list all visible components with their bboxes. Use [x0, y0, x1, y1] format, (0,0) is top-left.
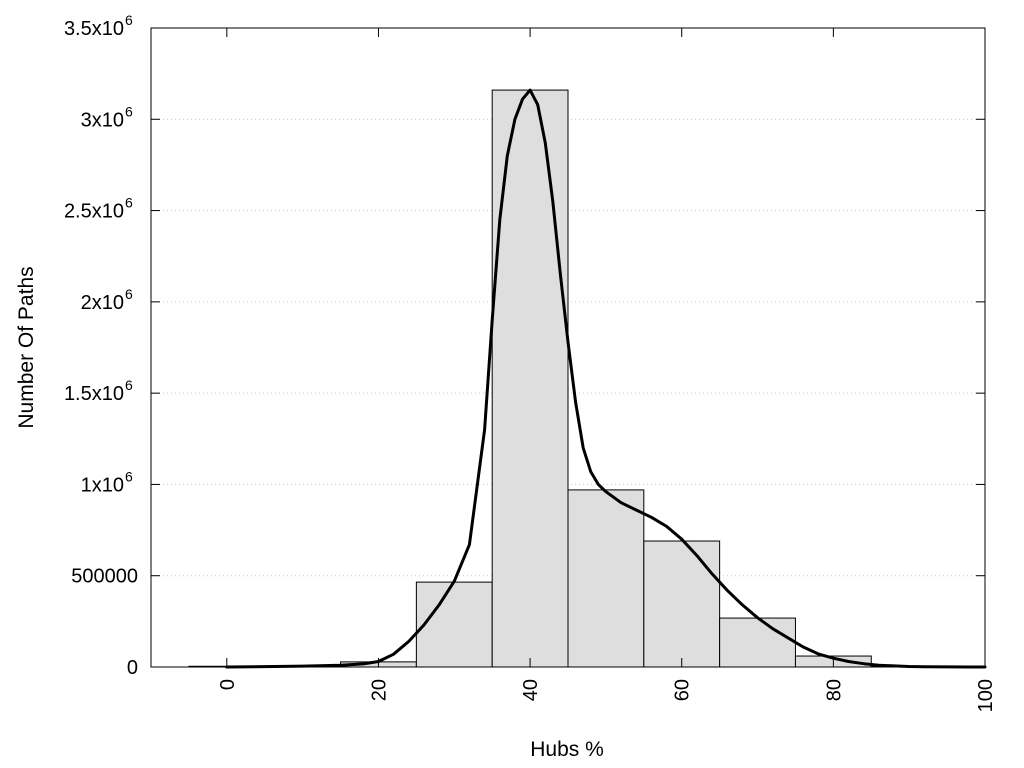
y-tick-label: 3x10 [81, 109, 124, 131]
y-tick-label-group: 2x10 6 [81, 286, 133, 314]
x-tick-label: 100 [975, 679, 997, 712]
histogram-bar [719, 617, 796, 668]
x-tick-label: 40 [520, 679, 542, 701]
y-tick-label-group: 0 [127, 657, 138, 679]
y-tick-label-group: 500000 [71, 566, 138, 588]
histogram-bar [567, 489, 645, 668]
y-tick-label-group: 3x10 6 [81, 103, 133, 131]
y-tick-label-group: 3.5x10 6 [64, 12, 133, 40]
y-tick-exponent: 6 [125, 377, 133, 393]
y-tick-label: 1.5x10 [64, 383, 124, 405]
density-curve-group [225, 88, 987, 669]
x-axis-title: Hubs % [530, 738, 604, 761]
x-tick-label: 20 [368, 679, 390, 701]
y-axis-title: Number Of Paths [15, 266, 38, 428]
histogram-bar [415, 581, 493, 668]
y-tick-label: 1x10 [81, 474, 124, 496]
y-tick-exponent: 6 [125, 103, 133, 119]
y-tick-label: 2x10 [81, 292, 124, 314]
y-tick-label-group: 2.5x10 6 [64, 195, 133, 223]
histogram-bars [188, 89, 948, 668]
y-tick-exponent: 6 [125, 195, 133, 211]
y-tick-exponent: 6 [125, 286, 133, 302]
density-curve [225, 88, 987, 669]
y-tick-label-group: 1.5x10 6 [64, 377, 133, 405]
y-tick-label: 500000 [71, 566, 138, 588]
y-tick-exponent: 6 [125, 12, 133, 28]
y-tick-label: 0 [127, 657, 138, 679]
x-tick-label: 0 [217, 679, 239, 690]
plot-frame [150, 27, 986, 668]
y-tick-exponent: 6 [125, 468, 133, 484]
y-tick-label-group: 1x10 6 [81, 468, 133, 496]
x-tick-label: 80 [823, 679, 845, 701]
y-tick-label: 3.5x10 [64, 18, 124, 40]
y-tick-label: 2.5x10 [64, 201, 124, 223]
x-tick-label: 60 [672, 679, 694, 701]
x-axis-ticks: 0 20 40 60 80 100 [217, 28, 997, 712]
histogram-bar [643, 540, 721, 668]
